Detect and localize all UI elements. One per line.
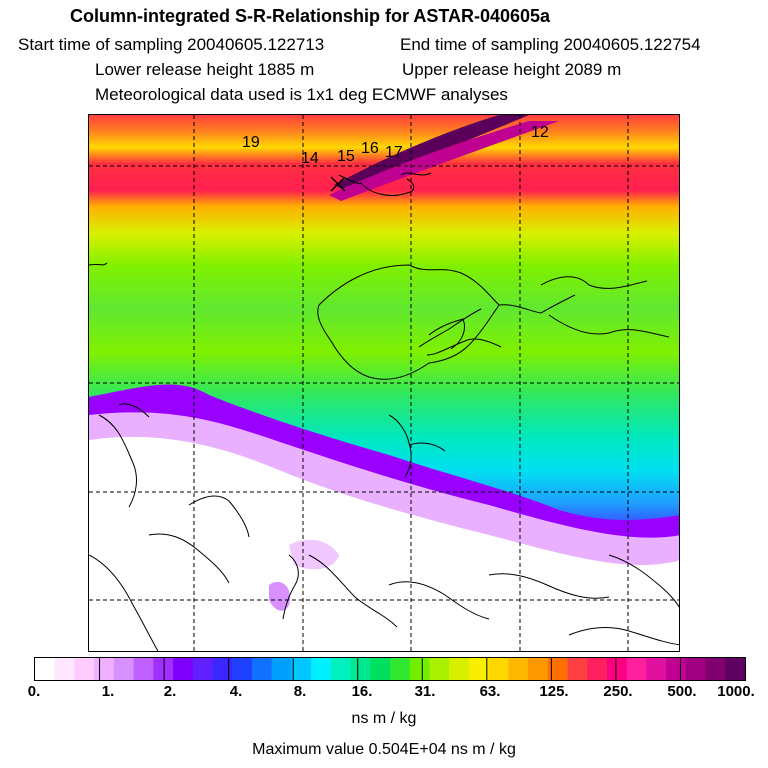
colorbar-tick-label: 8. xyxy=(293,683,307,700)
colorbar-swatch xyxy=(133,658,154,680)
violet-band xyxy=(89,384,679,548)
colorbar-tick-label: 2. xyxy=(163,683,177,700)
colorbar-tick-label: 31. xyxy=(414,683,436,700)
plot-title: Column-integrated S-R-Relationship for A… xyxy=(70,6,551,26)
met-data-label: Meteorological data used is 1x1 deg ECMW… xyxy=(95,85,508,104)
track-label: 16 xyxy=(361,140,379,157)
white-area xyxy=(89,436,679,651)
colorbar-swatch xyxy=(35,658,56,680)
colorbar-swatch xyxy=(113,658,135,680)
dark-band xyxy=(334,115,529,190)
colorbar-tick-label: 0. xyxy=(27,683,41,700)
colorbar-swatch xyxy=(54,658,76,680)
colorbar-swatch xyxy=(468,658,490,680)
map-svg: 19 14 15 16 17 12 xyxy=(89,115,679,651)
colorbar-swatch xyxy=(685,658,707,680)
colorbar-swatch xyxy=(606,658,628,680)
colorbar-swatch xyxy=(429,658,450,680)
colorbar-swatch xyxy=(409,658,431,680)
colorbar-swatch xyxy=(212,658,233,680)
colorbar-swatch xyxy=(725,658,746,680)
colorbar-tick-label: 500. xyxy=(667,683,697,700)
colorbar-swatch xyxy=(173,658,194,680)
colorbar-swatch xyxy=(192,658,214,680)
track-label: 14 xyxy=(301,150,319,167)
upper-release-label: Upper release height 2089 m xyxy=(402,60,622,79)
colorbar-swatch xyxy=(547,658,569,680)
colorbar-swatch xyxy=(311,658,332,680)
colorbar-swatch xyxy=(74,658,95,680)
colorbar-swatch xyxy=(528,658,549,680)
map-panel: 19 14 15 16 17 12 xyxy=(88,114,680,652)
colorbar-swatch xyxy=(271,658,292,680)
colorbar-swatch xyxy=(251,658,273,680)
colorbar-tick-label: 4. xyxy=(229,683,243,700)
colorbar-swatch xyxy=(291,658,312,680)
colorbar-tick-label: 63. xyxy=(479,683,501,700)
track-label: 15 xyxy=(337,148,355,165)
colorbar-swatch xyxy=(626,658,647,680)
colorbar-swatch xyxy=(350,658,371,680)
release-site-marker xyxy=(330,176,346,192)
colorbar-swatch xyxy=(666,658,687,680)
magenta-band xyxy=(329,121,559,201)
track-label: 19 xyxy=(242,134,260,151)
coastlines xyxy=(89,172,679,651)
violet-wisp-1 xyxy=(289,539,339,570)
colorbar-units: ns m / kg xyxy=(351,710,417,727)
colorbar-swatch xyxy=(488,658,509,680)
colorbar-swatch xyxy=(94,658,115,680)
lower-release-label: Lower release height 1885 m xyxy=(95,60,315,79)
colorbar-swatch xyxy=(449,658,470,680)
pale-violet-fringe xyxy=(89,412,679,574)
colorbar-swatch xyxy=(330,658,352,680)
colorbar-swatch xyxy=(705,658,726,680)
colorbar-swatch xyxy=(232,658,253,680)
violet-wisp-2 xyxy=(269,581,290,611)
colorbar-swatch xyxy=(508,658,529,680)
track-label: 17 xyxy=(385,144,403,161)
end-sampling-label: End time of sampling 20040605.122754 xyxy=(400,35,701,54)
colorbar-tick-label: 125. xyxy=(539,683,569,700)
colorbar-tick-label: 1. xyxy=(101,683,115,700)
start-sampling-label: Start time of sampling 20040605.122713 xyxy=(18,35,325,54)
colorbar-swatch xyxy=(390,658,411,680)
colorbar-tick-label: 250. xyxy=(603,683,633,700)
colorbar-tick-label: 1000. xyxy=(717,683,755,700)
maximum-value-label: Maximum value 0.504E+04 ns m / kg xyxy=(252,741,516,758)
colorbar-swatch xyxy=(587,658,608,680)
colorbar-tick-label: 16. xyxy=(351,683,373,700)
colorbar-swatch xyxy=(370,658,391,680)
colorbar-swatch xyxy=(153,658,174,680)
colorbar-swatch xyxy=(567,658,588,680)
colorbar-swatches xyxy=(35,658,746,680)
colorbar xyxy=(34,657,746,681)
colorbar-swatch xyxy=(646,658,667,680)
track-label: 12 xyxy=(531,124,549,141)
